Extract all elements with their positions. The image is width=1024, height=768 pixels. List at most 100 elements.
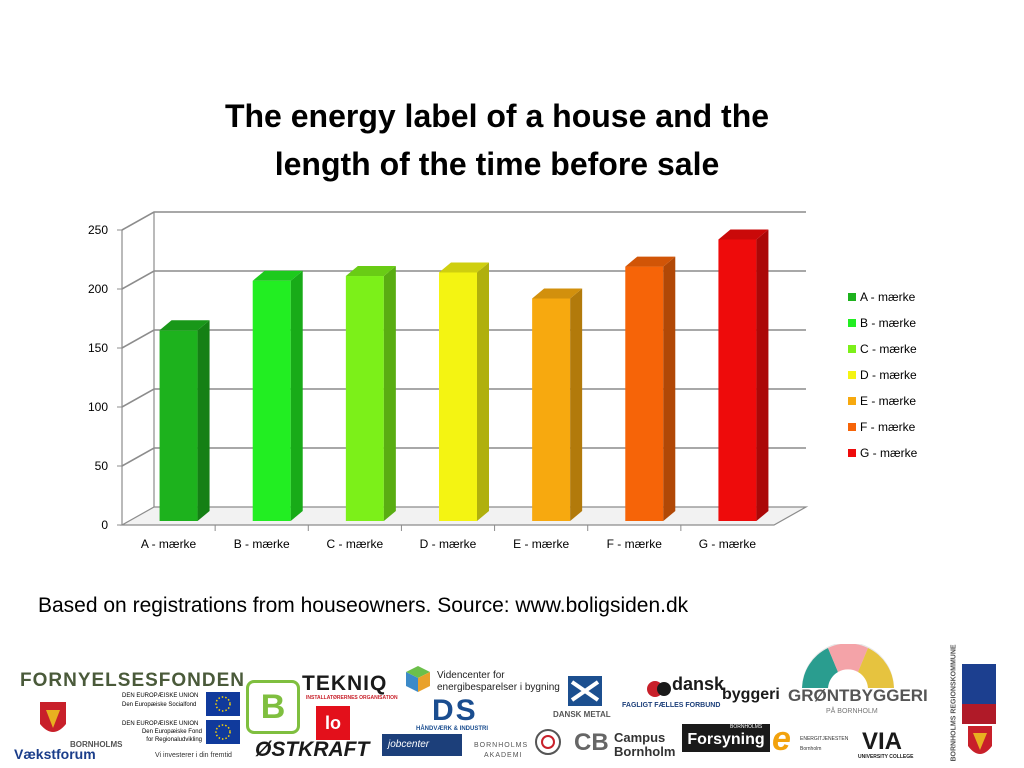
energitjenesten-e-icon: e bbox=[772, 720, 791, 758]
x-tick-label: B - mærke bbox=[234, 537, 290, 551]
bar-side bbox=[663, 256, 676, 521]
legend-label: D - mærke bbox=[860, 368, 917, 382]
bar-front bbox=[345, 276, 384, 521]
bar-top bbox=[439, 262, 489, 273]
eu-union-label: DEN EUROPÆISKE UNION bbox=[122, 693, 199, 699]
bar-front bbox=[625, 266, 664, 521]
x-tick-label: F - mærke bbox=[607, 537, 663, 551]
bornholms-akademi-label-1: BORNHOLMS bbox=[474, 742, 529, 749]
b-logo: B bbox=[246, 680, 300, 734]
bar-chart: 0 50 100 150 200 250 A - mærke B - mærke C - mæ… bbox=[88, 211, 918, 551]
bar-side bbox=[570, 288, 583, 521]
bornholms-regionskommune-label: BORNHOLMS REGIONSKOMMUNE bbox=[944, 644, 958, 764]
legend-swatch bbox=[848, 345, 856, 353]
legend-label: F - mærke bbox=[860, 420, 916, 434]
bar-side bbox=[477, 262, 489, 521]
regionskommune-text: BORNHOLMS REGIONSKOMMUNE bbox=[950, 644, 958, 762]
bar-1 bbox=[159, 320, 210, 521]
y-tick-label: 150 bbox=[88, 341, 108, 355]
chart-bars bbox=[159, 229, 769, 521]
bar-3 bbox=[345, 266, 396, 521]
bar-side bbox=[756, 229, 769, 521]
3f-icon bbox=[647, 681, 671, 697]
bar-side bbox=[290, 270, 303, 521]
jobcenter-logo: jobcenter bbox=[382, 734, 462, 756]
sponsor-logo-strip: FORNYELSESFONDEN DEN EUROPÆISKE UNION De… bbox=[0, 640, 1024, 768]
eu-flag-icon-2 bbox=[206, 720, 240, 744]
bar-5 bbox=[532, 288, 583, 521]
bar-side bbox=[197, 320, 210, 521]
y-tick-label: 250 bbox=[88, 223, 108, 237]
gridline-150 bbox=[121, 329, 806, 349]
campus-label-1: Campus bbox=[614, 730, 666, 745]
gridline-200 bbox=[121, 270, 806, 290]
bar-front bbox=[439, 272, 477, 521]
forsyning-top-label: BORNHOLMS bbox=[730, 724, 763, 730]
y-tick-label: 200 bbox=[88, 282, 108, 296]
circle-emblem-icon bbox=[535, 729, 561, 755]
bar-top bbox=[252, 270, 303, 281]
lo-logo: lo bbox=[316, 706, 350, 740]
vi-investerer-label: Vi investerer i din fremtid bbox=[155, 752, 232, 759]
slide-title: The energy label of a house and the leng… bbox=[224, 98, 770, 182]
3f-label: FAGLIGT FÆLLES FORBUND bbox=[622, 702, 721, 709]
legend-swatch bbox=[848, 423, 856, 431]
bar-top bbox=[159, 320, 210, 331]
ostkraft-logo: ØSTKRAFT bbox=[255, 738, 370, 761]
bar-6 bbox=[625, 256, 676, 521]
legend-label: B - mærke bbox=[860, 316, 916, 330]
y-tick-label: 100 bbox=[88, 400, 108, 414]
x-tick-label: G - mærke bbox=[699, 537, 757, 551]
source-note: Based on registrations from houseowners.… bbox=[38, 594, 689, 617]
chart-legend: A - mærke B - mærke C - mærke D - mærke E - … bbox=[848, 290, 918, 460]
legend-label: C - mærke bbox=[860, 342, 917, 356]
gridline-250 bbox=[121, 211, 806, 231]
videncenter-label-2: energibesparelser i bygning bbox=[437, 682, 560, 693]
eu-fund-label-2b: for Regionaludvikling bbox=[146, 737, 202, 743]
ds-subtitle: HÅNDVÆRK & INDUSTRI bbox=[416, 726, 488, 732]
bar-top bbox=[718, 229, 769, 240]
legend-swatch bbox=[848, 397, 856, 405]
tekniq-logo: TEKNIQ bbox=[302, 672, 388, 695]
bar-front bbox=[252, 280, 291, 521]
dansk-byggeri-label-1: dansk bbox=[672, 674, 725, 694]
gridline-50 bbox=[121, 447, 806, 467]
campus-label-2: Bornholm bbox=[614, 744, 676, 759]
regionskommune-blue-block bbox=[962, 664, 996, 704]
bar-front bbox=[532, 298, 571, 521]
dansk-byggeri-label-2: byggeri bbox=[722, 686, 780, 703]
eu-flag-icon bbox=[206, 692, 240, 716]
bar-top bbox=[532, 288, 583, 299]
vaekstforum-label: Vækstforum bbox=[14, 746, 96, 762]
dansk-metal-label: DANSK METAL bbox=[553, 710, 611, 719]
bar-top bbox=[625, 256, 676, 267]
via-subtitle: UNIVERSITY COLLEGE bbox=[858, 754, 914, 760]
eu-union-label-2: DEN EUROPÆISKE UNION bbox=[122, 721, 199, 727]
energitjenesten-label-1: ENERGITJENESTEN bbox=[800, 736, 849, 742]
videncenter-label-1: Videncenter for bbox=[437, 670, 505, 681]
bar-front bbox=[159, 330, 198, 521]
fornyelsesfonden-logo: FORNYELSESFONDEN bbox=[20, 670, 246, 691]
x-tick-label: D - mærke bbox=[420, 537, 477, 551]
eu-fund-label: Den Europæiske Socialfond bbox=[122, 702, 197, 708]
forsyning-logo: Forsyning bbox=[682, 724, 770, 752]
legend-label: A - mærke bbox=[860, 290, 916, 304]
campus-emblem-icon: CB bbox=[574, 729, 609, 756]
legend-label: G - mærke bbox=[860, 446, 918, 460]
legend-swatch bbox=[848, 319, 856, 327]
x-tick-label: A - mærke bbox=[141, 537, 197, 551]
dansk-metal-icon bbox=[568, 676, 602, 706]
bar-front bbox=[718, 239, 757, 521]
eu-regional-fund-logo: DEN EUROPÆISKE UNION Den Europæiske Fond… bbox=[122, 720, 240, 748]
x-axis-tick-labels: A - mærke B - mærke C - mærke D - mærke E - … bbox=[141, 525, 757, 551]
x-tick-label: E - mærke bbox=[513, 537, 569, 551]
legend-swatch bbox=[848, 293, 856, 301]
regionskommune-coat-of-arms-icon bbox=[968, 726, 992, 754]
eu-social-fund-logo: DEN EUROPÆISKE UNION Den Europæiske Soci… bbox=[122, 692, 240, 718]
x-tick-label: C - mærke bbox=[327, 537, 384, 551]
y-tick-label: 0 bbox=[101, 518, 108, 532]
grontbyggeri-subtitle: PÅ BORNHOLM bbox=[826, 708, 878, 715]
tekniq-subtitle: INSTALLATØRERNES ORGANISATION bbox=[306, 695, 398, 701]
ds-logo: DS bbox=[432, 694, 478, 727]
eu-fund-label-2a: Den Europæiske Fond bbox=[141, 729, 202, 735]
